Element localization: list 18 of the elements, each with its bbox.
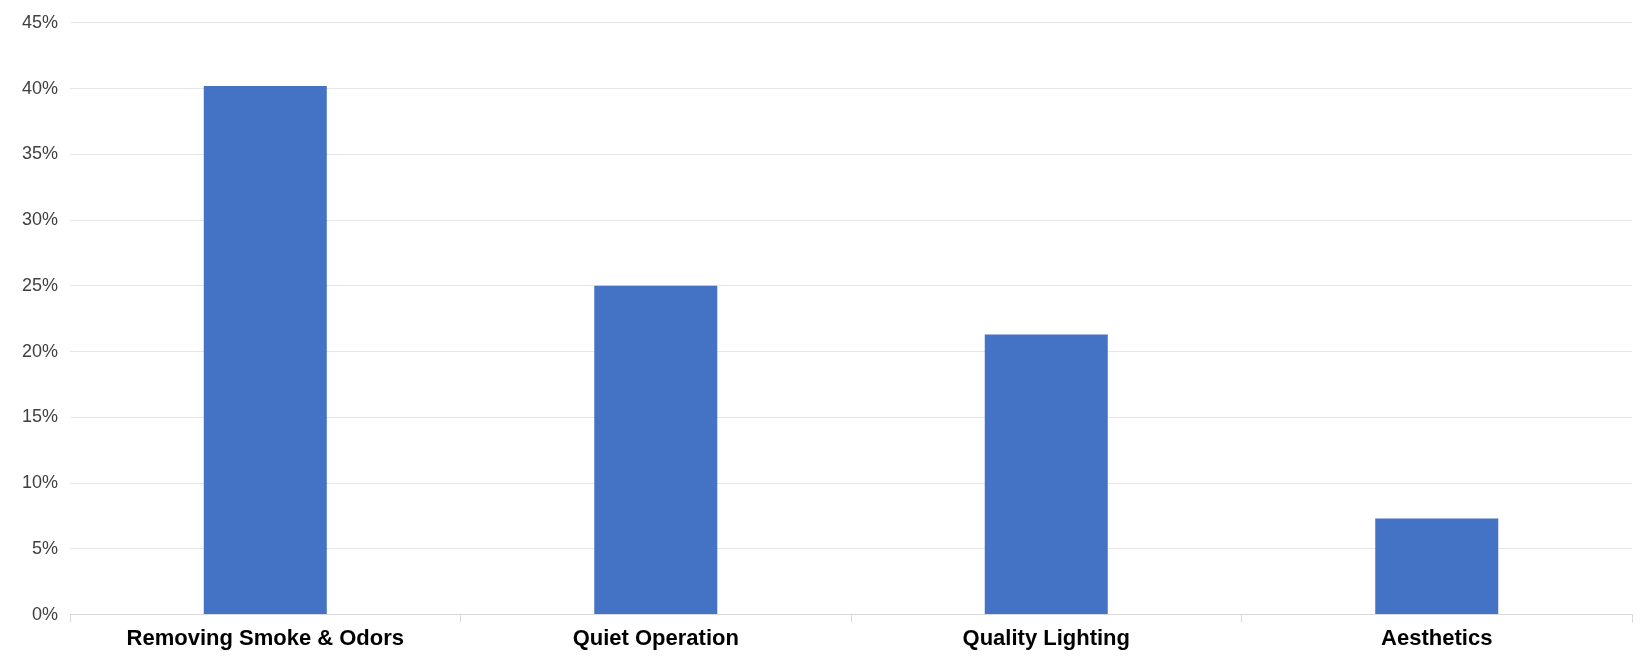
y-tick-label: 35% — [22, 143, 59, 164]
y-tick-label: 30% — [22, 209, 59, 230]
bar — [984, 334, 1108, 615]
bar — [1375, 518, 1499, 615]
y-tick-label: 20% — [22, 340, 59, 361]
y-tick-label: 0% — [32, 603, 59, 624]
bar — [203, 85, 327, 615]
y-tick-label: 45% — [22, 11, 59, 32]
bar — [594, 285, 718, 615]
y-tick-label: 15% — [22, 406, 59, 427]
y-tick-label: 5% — [32, 537, 59, 558]
x-tick-label: Quiet Operation — [572, 624, 739, 650]
x-tick-label: Removing Smoke & Odors — [126, 624, 405, 650]
x-tick-label: Quality Lighting — [962, 624, 1130, 650]
y-tick-label: 40% — [22, 77, 59, 98]
y-tick-label: 10% — [22, 472, 59, 493]
y-tick-label: 25% — [22, 274, 59, 295]
x-tick-label: Aesthetics — [1381, 624, 1493, 650]
